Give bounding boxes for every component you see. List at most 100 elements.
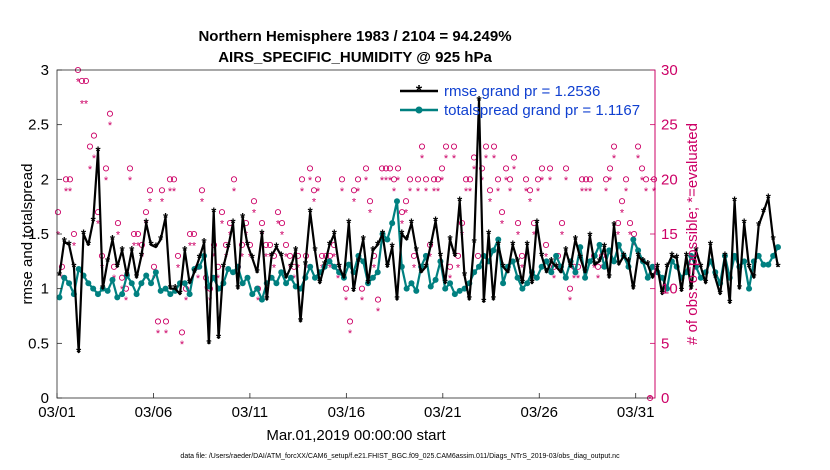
rmse-point: *	[703, 276, 709, 291]
rmse-point: *	[718, 287, 724, 302]
obs-evaluated-point: *	[312, 197, 317, 209]
obs-evaluated-point: *	[232, 186, 237, 198]
rmse-point: *	[684, 248, 690, 263]
obs-evaluated-point: *	[612, 153, 617, 165]
obs-possible-point	[430, 176, 438, 183]
obs-evaluated-point: *	[168, 186, 173, 198]
obs-possible-point	[482, 143, 490, 150]
totalspread-point	[133, 291, 140, 298]
totalspread-point	[774, 244, 781, 251]
rmse-point: *	[505, 265, 511, 280]
obs-possible-point	[250, 198, 258, 205]
obs-possible-point	[638, 165, 646, 172]
rmse-point: *	[81, 227, 87, 242]
totalspread-point	[278, 269, 285, 276]
obs-possible-point	[358, 285, 366, 292]
totalspread-point	[75, 265, 82, 272]
obs-evaluated-point: *	[416, 186, 421, 198]
obs-evaluated-point: *	[164, 328, 169, 340]
obs-evaluated-point: *	[356, 186, 361, 198]
rmse-point: *	[129, 243, 135, 258]
obs-count-layer: ** **** ************ ********* ***** ********…	[54, 66, 658, 406]
obs-possible-point	[626, 220, 634, 227]
rmse-point: *	[602, 240, 608, 255]
y-tick-label: 0	[41, 390, 49, 407]
y-right-tick-label: 30	[661, 62, 678, 79]
totalspread-point	[408, 280, 415, 287]
obs-possible-point	[118, 274, 126, 281]
rmse-point: *	[366, 276, 372, 291]
totalspread-point	[755, 252, 762, 259]
x-tick-label: 03/01	[38, 404, 76, 421]
obs-possible-point	[170, 176, 178, 183]
totalspread-point	[283, 280, 290, 287]
obs-possible-point	[522, 176, 530, 183]
obs-evaluated-point: *	[156, 328, 161, 340]
rmse-point: *	[616, 257, 622, 272]
rmse-point: *	[467, 292, 473, 307]
rmse-point: *	[380, 227, 386, 242]
obs-possible-point	[382, 165, 390, 172]
rmse-point: *	[390, 240, 396, 255]
obs-evaluated-point: *	[616, 230, 621, 242]
obs-possible-point	[66, 176, 74, 183]
rmse-point: *	[756, 218, 762, 233]
obs-possible-point	[586, 176, 594, 183]
rmse-point: *	[636, 248, 642, 263]
totalspread-point	[442, 285, 449, 292]
obs-possible-point	[78, 77, 86, 84]
obs-possible-point	[314, 176, 322, 183]
x-tick-label: 03/06	[135, 404, 173, 421]
obs-possible-point	[578, 176, 586, 183]
totalspread-point	[258, 296, 265, 303]
rmse-point: *	[693, 243, 699, 258]
totalspread-point	[239, 280, 246, 287]
x-tick-label: 03/31	[617, 404, 655, 421]
legend-spread-label: totalspread grand pr = 1.1167	[444, 102, 640, 119]
obs-possible-point	[402, 198, 410, 205]
obs-possible-point	[462, 176, 470, 183]
rmse-point: *	[669, 248, 675, 263]
rmse-point: *	[529, 276, 535, 291]
rmse-point: *	[621, 248, 627, 263]
obs-evaluated-point: *	[56, 230, 61, 242]
rmse-point: *	[288, 259, 294, 274]
obs-possible-point	[606, 165, 614, 172]
rmse-point: *	[144, 216, 150, 231]
obs-evaluated-point: *	[76, 76, 81, 88]
obs-possible-point	[610, 143, 618, 150]
rmse-point: *	[665, 259, 671, 274]
obs-possible-point	[198, 187, 206, 194]
obs-possible-point	[310, 187, 318, 194]
totalspread-point	[369, 274, 376, 281]
rmse-point: *	[631, 281, 637, 296]
totalspread-point	[601, 263, 608, 270]
rmse-point: *	[713, 270, 719, 285]
obs-possible-point	[614, 220, 622, 227]
rmse-point: *	[573, 232, 579, 247]
obs-possible-point	[406, 176, 414, 183]
rmse-point: *	[100, 281, 106, 296]
obs-evaluated-point: *	[248, 251, 253, 263]
obs-possible-point	[498, 209, 506, 216]
rmse-point: *	[57, 268, 63, 283]
obs-evaluated-point: *	[464, 186, 469, 198]
rmse-point: *	[284, 270, 290, 285]
obs-possible-point	[114, 220, 122, 227]
rmse-point: *	[279, 248, 285, 263]
totalspread-point	[94, 291, 101, 298]
rmse-point: *	[71, 259, 77, 274]
obs-evaluated-point: *	[388, 175, 393, 187]
rmse-point: *	[751, 270, 757, 285]
obs-evaluated-point: *	[548, 175, 553, 187]
rmse-point: *	[433, 213, 439, 228]
obs-evaluated-point: *	[480, 175, 485, 187]
obs-possible-point	[486, 187, 494, 194]
obs-evaluated-point: *	[504, 175, 509, 187]
rmse-point: *	[158, 232, 164, 247]
y-tick-label: 2.5	[28, 117, 49, 134]
totalspread-point	[326, 258, 333, 265]
rmse-point: *	[660, 287, 666, 302]
obs-evaluated-point: *	[300, 186, 305, 198]
obs-evaluated-point: *	[424, 186, 429, 198]
